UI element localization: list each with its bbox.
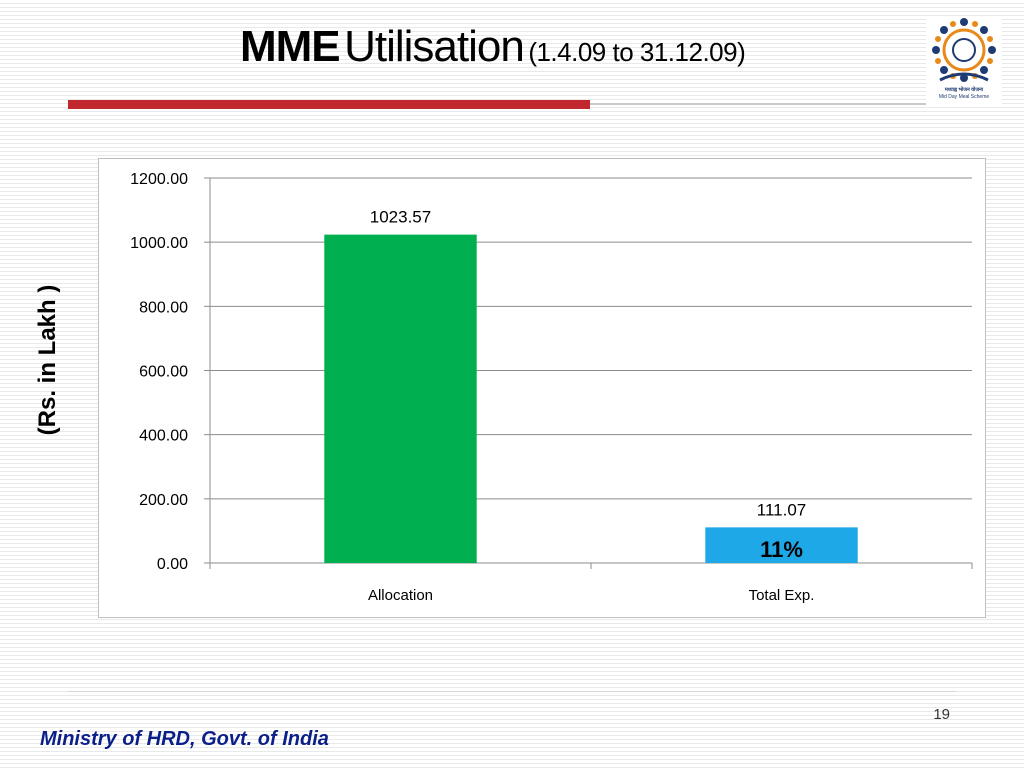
y-tick-label: 0.00 xyxy=(157,556,188,573)
mid-day-meal-logo xyxy=(926,16,1002,106)
y-tick-label: 1000.00 xyxy=(130,235,188,252)
x-category-label: Allocation xyxy=(368,587,433,604)
logo-emblem-icon xyxy=(932,18,996,82)
percent-annotation: 11% xyxy=(760,537,803,562)
title-main: Utilisation xyxy=(344,22,525,71)
page-number: 19 xyxy=(933,706,950,723)
y-tick-label: 1200.00 xyxy=(130,171,188,188)
y-tick-label: 200.00 xyxy=(139,492,188,509)
logo-caption-english: Mid Day Meal Scheme xyxy=(938,94,990,100)
data-label: 1023.57 xyxy=(370,208,431,227)
logo-caption-hindi: मध्याह्न भोजन योजना xyxy=(944,87,984,93)
x-category-label: Total Exp. xyxy=(749,587,815,604)
title-gray-rule xyxy=(590,103,930,105)
y-tick-label: 400.00 xyxy=(139,428,188,445)
y-axis-label: (Rs. in Lakh ) xyxy=(34,284,61,436)
y-tick-label: 800.00 xyxy=(139,299,188,316)
bar-allocation xyxy=(324,234,477,564)
title-date-range: (1.4.09 to 31.12.09) xyxy=(528,37,746,67)
bar-total-exp xyxy=(705,527,858,563)
title-bold: MME xyxy=(240,22,341,71)
title-red-rule xyxy=(68,100,590,109)
data-label: 111.07 xyxy=(757,500,806,519)
footer-rule xyxy=(68,691,956,692)
y-tick-label: 600.00 xyxy=(139,364,188,381)
footer-ministry: Ministry of HRD, Govt. of India xyxy=(40,728,329,750)
slide-title: MME Utilisation (1.4.09 to 31.12.09) xyxy=(240,22,860,72)
